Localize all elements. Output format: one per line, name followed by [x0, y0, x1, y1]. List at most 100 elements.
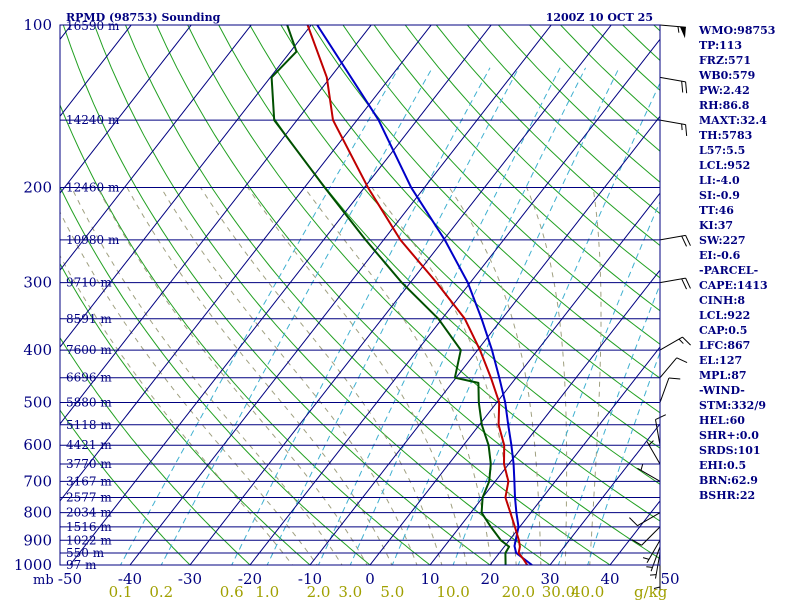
index-line: WB0:579: [698, 69, 755, 82]
index-line: SI:-0.9: [699, 189, 740, 202]
isotherm: [69, 25, 492, 565]
index-line: L57:5.5: [699, 144, 745, 157]
index-line: SHR+:0.0: [699, 429, 759, 442]
mixing-ratio-line: [119, 67, 400, 565]
height-label-550: 5118 m: [66, 418, 112, 432]
index-line: SRDS:101: [699, 444, 761, 457]
pressure-label-200: 200: [23, 179, 52, 197]
mixing-ratio-tick-0.1: 0.1: [109, 583, 133, 600]
isotherm: [549, 423, 660, 565]
isotherm: [60, 25, 372, 425]
wind-barb-half-flag: [646, 566, 653, 568]
pressure-label-500: 500: [23, 393, 52, 411]
wind-barb-flag: [682, 336, 691, 346]
wind-barb-staff: [641, 526, 661, 546]
wind-barb: [659, 119, 688, 137]
height-label-250: 10980 m: [66, 233, 120, 247]
isotherm: [60, 25, 132, 118]
wind-barb-staff: [637, 467, 661, 482]
height-label-200: 12460 m: [66, 181, 120, 195]
mixing-ratio-tick-5.0: 5.0: [380, 583, 404, 600]
mixing-ratio-line: [231, 67, 491, 565]
mixing-ratio-tick-0.2: 0.2: [149, 583, 173, 600]
plot-frame: [59, 24, 661, 566]
wind-barb: [642, 540, 661, 564]
height-label-800: 2034 m: [66, 506, 112, 520]
height-label-900: 1022 m: [66, 533, 112, 547]
index-line: SW:227: [699, 234, 746, 247]
wind-barb-flag: [685, 235, 691, 246]
wind-barb-half-flag: [648, 440, 654, 446]
index-line: LCL:952: [699, 159, 750, 172]
index-line: LFC:867: [699, 339, 750, 352]
temperature-tick--50: -50: [58, 570, 82, 588]
wind-barb-flag: [685, 124, 688, 137]
index-line: STM:332/9: [699, 399, 766, 412]
wind-barb-half-flag: [678, 338, 684, 344]
mixing-ratio-tick-1.0: 1.0: [255, 583, 279, 600]
wind-barb-staff: [659, 119, 686, 126]
height-label-1000: 97 m: [66, 558, 97, 572]
index-line: LCL:922: [699, 309, 750, 322]
dry-adiabat: [60, 103, 431, 565]
mixing-ratio-line: [266, 67, 520, 565]
dry-adiabat: [280, 25, 660, 414]
mixing-ratio-line: [587, 351, 660, 565]
isotherm: [129, 25, 552, 565]
wind-barb-half-flag: [653, 586, 661, 589]
wind-barb-staff: [650, 546, 661, 572]
dry-adiabat: [93, 25, 551, 565]
wind-barb-staff: [646, 540, 661, 564]
background-grid: [60, 25, 660, 565]
wind-barb-staff: [659, 277, 686, 284]
index-line: FRZ:571: [699, 54, 751, 67]
pressure-label-800: 800: [23, 504, 52, 522]
index-line: TP:113: [699, 39, 742, 52]
height-label-400: 7600 m: [66, 343, 112, 357]
height-label-500: 5880 m: [66, 395, 112, 409]
index-line: RH:86.8: [699, 99, 750, 112]
temperature-tick-10: 10: [420, 570, 439, 588]
wind-barb: [659, 76, 688, 94]
pressure-label-900: 900: [23, 531, 52, 549]
wind-barb-flag: [668, 377, 681, 380]
temperature-tick-0: 0: [365, 570, 375, 588]
mixing-ratio-line: [557, 283, 660, 565]
moist-adiabat: [60, 211, 318, 565]
temperature-tick--30: -30: [178, 570, 202, 588]
wind-barb-half-flag: [640, 464, 644, 471]
valid-time: 1200Z 10 OCT 25: [546, 11, 653, 24]
dry-adiabat: [187, 25, 660, 522]
index-line: EI:-0.6: [699, 249, 741, 262]
wind-barb: [659, 336, 691, 351]
index-line: EL:127: [699, 354, 742, 367]
moist-adiabat: [303, 187, 493, 565]
mixing-ratio-tick-3.0: 3.0: [338, 583, 362, 600]
wind-barb: [659, 234, 691, 247]
pressure-label-600: 600: [23, 436, 52, 454]
wind-barb-staff: [654, 419, 661, 446]
mixing-ratio-tick-40.0: 40.0: [571, 583, 604, 600]
temperature-tick-40: 40: [600, 570, 619, 588]
mixing-ratio-tick-2.0: 2.0: [307, 583, 331, 600]
dry-adiabat: [249, 25, 660, 449]
isotherm: [429, 269, 660, 565]
wind-barb-pennant: [679, 26, 686, 39]
wind-barb-staff: [654, 552, 661, 579]
dry-adiabat: [60, 409, 191, 565]
temperature-tick--10: -10: [298, 570, 322, 588]
index-line: BRN:62.9: [699, 474, 758, 487]
wind-barb: [649, 552, 661, 579]
wind-barb: [659, 377, 681, 403]
wind-barb-staff: [659, 336, 683, 351]
moist-adiabat: [247, 187, 468, 565]
isotherm: [60, 25, 432, 502]
index-line: TT:46: [699, 204, 734, 217]
temperature-tick--40: -40: [118, 570, 142, 588]
stability-indices-panel: WMO:98753 TP:113 FRZ:571 WB0:579 PW:2.42 RH:8…: [698, 24, 775, 502]
height-label-750: 2577 m: [66, 491, 112, 505]
isotherm: [60, 25, 192, 195]
temperature-tick-30: 30: [540, 570, 559, 588]
